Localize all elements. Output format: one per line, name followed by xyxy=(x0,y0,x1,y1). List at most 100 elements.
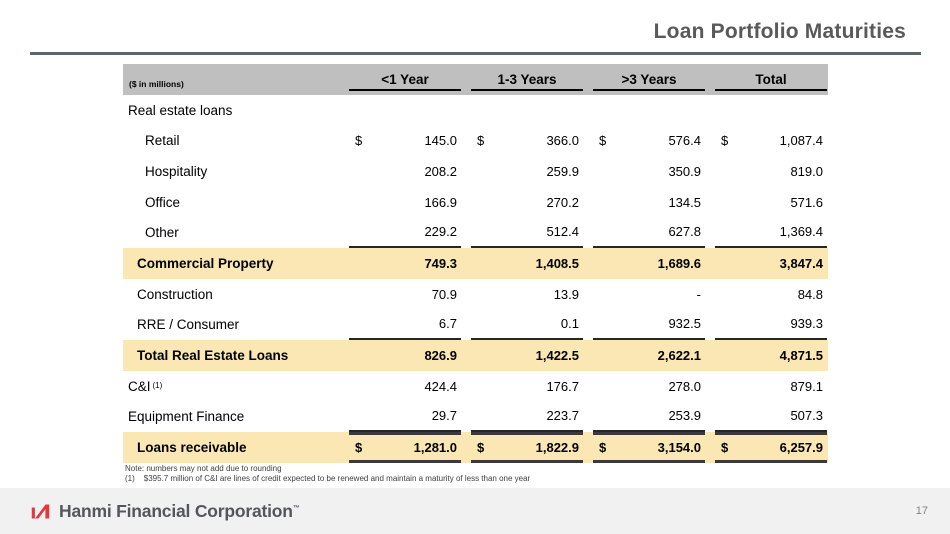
row-label: Other xyxy=(145,225,179,241)
footer-brand: Hanmi Financial Corporation™ xyxy=(59,500,300,521)
currency-symbol: $ xyxy=(477,133,485,149)
currency-symbol: $ xyxy=(599,133,607,149)
footnote-note: Note: numbers may not add due to roundin… xyxy=(125,464,282,473)
cell-value xyxy=(715,95,827,126)
cell-value: 166.9 xyxy=(424,194,457,210)
table-row: Total Real Estate Loans 826.9 1,422.5 2,622… xyxy=(123,340,828,371)
footnote-1-label: (1) xyxy=(125,474,135,483)
row-label: Total Real Estate Loans xyxy=(137,347,289,363)
cell-value: 270.2 xyxy=(546,194,579,210)
row-label: Loans receivable xyxy=(137,439,247,455)
cell-value: 13.9 xyxy=(553,286,579,302)
units-label: ($ in millions) xyxy=(129,79,184,89)
cell-value: 253.9 xyxy=(593,401,705,433)
cell-value: $1,281.0 xyxy=(349,432,461,463)
cell-value: 1,369.4 xyxy=(715,218,827,249)
cell-value: 571.6 xyxy=(790,194,823,210)
cell-value: 134.5 xyxy=(668,194,701,210)
row-label: C&I (1) xyxy=(128,378,163,394)
table-row: Hospitality 208.2 259.9 350.9 819.0 xyxy=(123,156,828,187)
cell-value: 932.5 xyxy=(593,309,705,341)
cell-value: 1,689.6 xyxy=(657,256,701,272)
cell-value: 6.7 xyxy=(349,309,461,341)
footnote-1: (1) $395.7 million of C&I are lines of c… xyxy=(125,474,530,484)
cell-value: 512.4 xyxy=(471,218,583,249)
row-label: Retail xyxy=(145,133,180,149)
table-row: Real estate loans xyxy=(123,95,828,126)
cell-value: $1,822.9 xyxy=(471,432,583,463)
page-title: Loan Portfolio Maturities xyxy=(653,20,906,43)
table-row: Commercial Property 749.3 1,408.5 1,689.6 3,… xyxy=(123,248,828,279)
cell-value: $576.4 xyxy=(599,133,701,149)
cell-value: 208.2 xyxy=(424,164,457,180)
row-label: Office xyxy=(145,194,181,210)
table-row: Equipment Finance 29.7 223.7 253.9 507.3 xyxy=(123,401,828,433)
row-label: Equipment Finance xyxy=(128,409,245,425)
table-row: Other 229.2 512.4 627.8 1,369.4 xyxy=(123,218,828,249)
cell-value: 1,408.5 xyxy=(535,256,579,272)
table-row: Retail $145.0 $366.0 $576.4 $1,087.4 xyxy=(123,126,828,157)
currency-symbol: $ xyxy=(721,439,729,455)
trademark-mark: ™ xyxy=(292,504,300,512)
cell-value: 0.1 xyxy=(471,309,583,341)
cell-value: 749.3 xyxy=(424,256,457,272)
row-label: Real estate loans xyxy=(128,102,233,118)
cell-value: 2,622.1 xyxy=(657,347,701,363)
cell-value: 229.2 xyxy=(349,218,461,249)
footnote-1-text: $395.7 million of C&I are lines of credi… xyxy=(143,474,531,483)
cell-value: 350.9 xyxy=(668,164,701,180)
column-header-lt1year: <1 Year xyxy=(349,64,461,95)
table-row: C&I (1) 424.4 176.7 278.0 879.1 xyxy=(123,371,828,402)
cell-value: 879.1 xyxy=(790,378,823,394)
cell-value: 826.9 xyxy=(424,347,457,363)
cell-value: 424.4 xyxy=(424,378,457,394)
cell-value xyxy=(593,95,705,126)
cell-value: 84.8 xyxy=(797,286,823,302)
row-label: Commercial Property xyxy=(137,256,274,272)
column-header-gt3years: >3 Years xyxy=(593,64,705,95)
cell-value: 223.7 xyxy=(471,401,583,433)
table-row: Loans receivable $1,281.0 $1,822.9 $3,154.0… xyxy=(123,432,828,463)
footnotes: Note: numbers may not add due to roundin… xyxy=(125,464,530,484)
cell-value: 29.7 xyxy=(349,401,461,433)
cell-value: 627.8 xyxy=(593,218,705,249)
table-row: RRE / Consumer 6.7 0.1 932.5 939.3 xyxy=(123,309,828,341)
cell-value: $6,257.9 xyxy=(715,432,827,463)
cell-value: 819.0 xyxy=(790,164,823,180)
cell-value: $1,087.4 xyxy=(721,133,823,149)
cell-value: 4,871.5 xyxy=(779,347,823,363)
column-header-total: Total xyxy=(715,64,827,95)
row-label: RRE / Consumer xyxy=(137,317,240,333)
cell-value: 507.3 xyxy=(715,401,827,433)
cell-value: $366.0 xyxy=(477,133,579,149)
row-label: Construction xyxy=(137,286,213,302)
cell-value: 939.3 xyxy=(715,309,827,341)
cell-value: - xyxy=(696,286,701,302)
row-label: Hospitality xyxy=(145,164,208,180)
currency-symbol: $ xyxy=(599,439,607,455)
cell-value: 3,847.4 xyxy=(779,256,823,272)
cell-value: 278.0 xyxy=(668,378,701,394)
cell-value xyxy=(349,95,461,126)
table-row: Office 166.9 270.2 134.5 571.6 xyxy=(123,187,828,218)
currency-symbol: $ xyxy=(355,133,363,149)
table-body: Real estate loans Retail $145.0 $366.0 $576.… xyxy=(123,95,828,463)
page-number: 17 xyxy=(915,505,928,517)
cell-value: 1,422.5 xyxy=(535,347,579,363)
table-header-row: ($ in millions) <1 Year 1-3 Years >3 Yea… xyxy=(123,64,828,95)
column-header-1to3years: 1-3 Years xyxy=(471,64,583,95)
cell-value: $145.0 xyxy=(355,133,457,149)
cell-value: 176.7 xyxy=(546,378,579,394)
hanmi-logo-icon xyxy=(31,504,50,518)
cell-value: 259.9 xyxy=(546,164,579,180)
currency-symbol: $ xyxy=(355,439,363,455)
currency-symbol: $ xyxy=(477,439,485,455)
cell-value: 70.9 xyxy=(431,286,457,302)
currency-symbol: $ xyxy=(721,133,729,149)
cell-value xyxy=(471,95,583,126)
cell-value: $3,154.0 xyxy=(593,432,705,463)
table-row: Construction 70.9 13.9 - 84.8 xyxy=(123,279,828,310)
footer-bar: Hanmi Financial Corporation™ 17 xyxy=(0,488,950,534)
loan-maturities-table: ($ in millions) <1 Year 1-3 Years >3 Yea… xyxy=(123,64,828,463)
